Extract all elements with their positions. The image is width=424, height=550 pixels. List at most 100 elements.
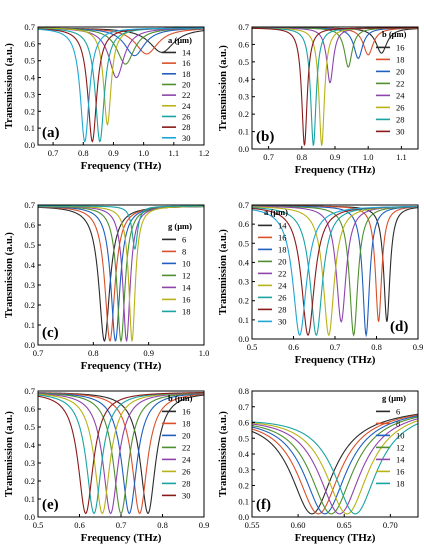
legend-entry: 18 (396, 54, 405, 64)
x-tick-label: 0.6 (288, 342, 299, 352)
legend: b (μm) 16 18 20 22 24 26 28 30 (376, 29, 407, 136)
legend-entry: 10 (396, 430, 405, 440)
legend-entry: 8 (182, 246, 186, 256)
legend-entry: 28 (182, 478, 191, 488)
y-axis-label: Transmission (a.u.) (218, 229, 229, 315)
x-axis-label: Frequency (THz) (81, 532, 162, 544)
chart-panel-2: 0.0 0.1 0.2 0.3 0.4 0.5 0.6 0.7 0.7 0.8 0.9 1.0 1.1 F… (218, 22, 419, 176)
series-line-30 (252, 206, 418, 336)
legend-entry: 28 (396, 114, 405, 124)
legend-entry: 18 (182, 306, 191, 316)
y-axis-label: Transmission (a.u.) (4, 411, 15, 497)
series-line-26 (38, 392, 204, 515)
series-line-26 (38, 27, 204, 143)
legend-entry: 26 (396, 102, 405, 112)
legend-title: a (μm) (168, 35, 192, 45)
y-tick-label: 0.7 (24, 22, 35, 32)
legend-entry: 18 (182, 69, 191, 79)
y-tick-label: 0.4 (238, 257, 249, 267)
y-tick-label: 0.6 (24, 404, 35, 414)
series-line-6 (252, 413, 418, 515)
x-tick-label: 1.0 (138, 148, 149, 158)
legend: g (μm) 6 8 10 12 14 16 18 (162, 221, 192, 316)
series-line-16 (38, 392, 204, 515)
chart-panel-4: 0.0 0.1 0.2 0.3 0.4 0.5 0.6 0.7 0.5 0.6 0.7 0.8 0.9 F… (218, 200, 423, 366)
legend: a (μm) 14 16 18 20 22 24 26 28 30 (258, 207, 288, 326)
legend-entry: 20 (396, 66, 405, 76)
y-tick-label: 0.2 (238, 109, 249, 119)
x-tick-label: 0.7 (33, 348, 44, 358)
series-line-24 (38, 392, 204, 515)
x-tick-label: 0.55 (245, 520, 260, 530)
y-tick-label: 0.0 (24, 140, 35, 150)
legend-entry: 16 (182, 406, 191, 416)
chart-panel-5: 0.0 0.1 0.2 0.3 0.4 0.5 0.6 0.7 0.5 0.6 0.7 0.8 0.9 F… (4, 386, 209, 544)
y-tick-label: 0.1 (238, 315, 249, 325)
legend-entry: 18 (396, 478, 405, 488)
legend-entry: 16 (182, 294, 191, 304)
series-line-8 (252, 414, 418, 515)
panel-label: (e) (42, 497, 59, 513)
y-tick-label: 0.4 (238, 449, 249, 459)
legend-entry: 14 (396, 454, 405, 464)
y-tick-label: 0.5 (238, 57, 249, 67)
legend-title: a (μm) (264, 207, 288, 217)
x-tick-label: 0.65 (337, 520, 352, 530)
y-tick-label: 0.6 (238, 219, 249, 229)
y-tick-label: 0.1 (238, 127, 249, 137)
x-tick-label: 1.1 (169, 148, 180, 158)
x-tick-label: 0.8 (157, 520, 168, 530)
series-line-18 (38, 392, 204, 515)
y-tick-label: 0.2 (24, 300, 35, 310)
y-tick-label: 0.6 (24, 220, 35, 230)
series-line-30 (38, 27, 204, 143)
plot-frame (37, 26, 205, 146)
legend-entry: 16 (396, 466, 405, 476)
legend-entry: 24 (182, 101, 191, 111)
legend-entry: 26 (182, 466, 191, 476)
x-tick-label: 0.7 (330, 342, 341, 352)
x-tick-label: 0.7 (48, 148, 59, 158)
series-line-24 (252, 206, 418, 337)
y-tick-label: 0.2 (238, 296, 249, 306)
y-tick-label: 0.2 (24, 106, 35, 116)
y-tick-label: 0.0 (24, 512, 35, 522)
series-line-28 (38, 27, 204, 143)
legend-entry: 20 (278, 256, 287, 266)
y-tick-label: 0.3 (238, 92, 249, 102)
legend-entry: 26 (182, 111, 191, 121)
y-tick-label: 0.0 (238, 512, 249, 522)
legend-entry: 18 (182, 418, 191, 428)
y-tick-label: 0.8 (238, 386, 249, 396)
y-tick-label: 0.2 (238, 481, 249, 491)
legend-entry: 24 (278, 280, 287, 290)
plot-frame (251, 26, 419, 150)
legend-entry: 14 (182, 282, 191, 292)
panel-label: (a) (42, 125, 60, 141)
y-tick-label: 0.0 (238, 144, 249, 154)
legend-title: g (μm) (382, 393, 406, 403)
x-tick-label: 0.7 (263, 152, 274, 162)
y-tick-label: 0.6 (238, 39, 249, 49)
y-tick-label: 0.7 (24, 200, 35, 210)
series-line-26 (252, 27, 418, 147)
x-axis-label: Frequency (THz) (81, 360, 162, 372)
series-group (38, 27, 204, 143)
x-tick-label: 0.9 (108, 148, 119, 158)
chart-panel-6: 0.0 0.1 0.2 0.3 0.4 0.5 0.6 0.7 0.8 0.55 0.60 0.65 0… (218, 386, 419, 544)
x-tick-label: 0.9 (413, 342, 424, 352)
y-tick-label: 0.3 (24, 89, 35, 99)
legend-entry: 20 (182, 430, 191, 440)
series-line-20 (38, 392, 204, 515)
y-tick-label: 0.0 (238, 334, 249, 344)
y-tick-label: 0.5 (238, 433, 249, 443)
y-tick-label: 0.3 (24, 458, 35, 468)
panel-label: (d) (390, 319, 408, 335)
legend-entry: 30 (182, 490, 191, 500)
legend-entry: 26 (278, 292, 287, 302)
series-line-28 (252, 27, 418, 147)
x-tick-label: 0.8 (296, 152, 307, 162)
series-line-30 (38, 392, 204, 515)
legend-entry: 12 (182, 270, 191, 280)
x-tick-label: 0.7 (116, 520, 127, 530)
